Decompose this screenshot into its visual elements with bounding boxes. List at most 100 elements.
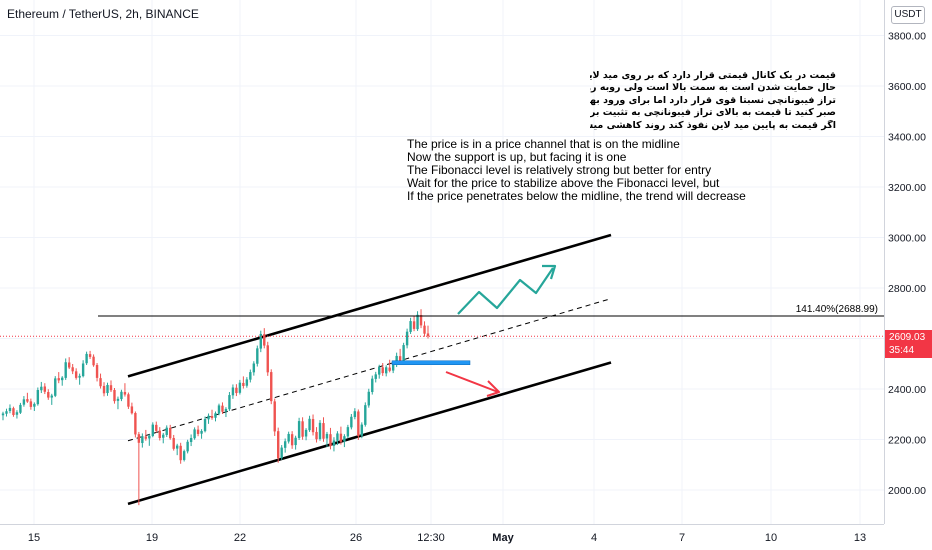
candle-body [95,365,99,378]
candle [322,417,325,442]
candle [134,411,137,438]
candle [297,417,301,441]
candle [148,434,151,446]
candle [426,325,430,339]
bullish-path [457,267,554,315]
candle-body [357,411,360,436]
candle-body [67,362,71,368]
candle-body [256,348,259,364]
candle-body [141,436,144,444]
candle [238,379,242,395]
candle-body [318,422,322,439]
candle-body [409,321,412,332]
candle-body [169,427,172,439]
candle-body [297,421,301,438]
candle [193,427,196,440]
candle [357,409,360,441]
candle-body [15,412,19,415]
candle-body [165,427,168,435]
candle-body [29,401,33,407]
chart-drawings: 141.40%(2688.99) [0,264,884,397]
candle-body [228,395,231,410]
candle [304,428,308,441]
candle-body [280,447,283,458]
candle [378,364,381,379]
symbol-title[interactable]: Ethereum / TetherUS, 2h, BINANCE [7,7,199,21]
candle-body [391,362,395,371]
candle [162,432,165,444]
candle [360,422,364,439]
candle [280,445,283,460]
channel-lower-line [127,361,612,506]
candle [12,406,15,417]
candle-body [151,424,154,436]
persian-note: قیمت در یک کانال قیمتی قرار دارد که بر ر… [590,70,836,132]
candle [364,402,367,427]
channel-upper-line [127,233,612,378]
candle [207,413,210,424]
candle-body [266,345,269,373]
candle-body [19,404,22,413]
candle [186,439,189,454]
candle [273,398,276,436]
candle-body [249,372,252,380]
time-tick-label: 26 [350,532,362,544]
candle-body [374,374,377,379]
candle [189,434,193,447]
candle-body [221,405,224,412]
candle [242,376,245,389]
time-axis: 15 19 22 26 12:30 May 4 7 10 13 [0,524,884,544]
candle-body [214,413,217,418]
candle [92,354,95,367]
candle [409,317,412,334]
candle [231,384,235,399]
candle [172,434,175,451]
candle-body [74,371,78,378]
persian-note-line: تراز فیبونانچی نسبتا قوی قرار دارد اما ب… [590,94,836,106]
candle-body [203,419,207,432]
candle-body [12,408,15,416]
candle [40,381,43,394]
candle [350,413,353,430]
candle-body [332,440,336,446]
persian-note-line: اگر قیمت به پایین مید لاین نفوذ کند روند… [590,119,836,131]
candle-body [175,445,179,449]
price-tick-label: 3600.00 [888,81,926,93]
candle [423,321,426,337]
candle-body [193,429,196,439]
candle [266,341,269,376]
candle-body [412,321,416,329]
candle [85,351,88,366]
candle-body [88,354,92,357]
candle-body [343,436,346,442]
candle-body [158,430,161,438]
candle [329,427,332,450]
candle-body [40,386,43,391]
candle [8,404,12,414]
candle-body [85,353,88,364]
time-tick-label: 15 [28,532,40,544]
candle-body [210,416,214,419]
candle-body [26,399,29,402]
candle [210,409,214,420]
candle-body [123,392,127,395]
english-note-line: Wait for the price to stabilize above th… [407,176,720,190]
candle-body [217,405,221,414]
candle [26,392,29,403]
candle-body [43,386,47,392]
candle-body [155,424,158,431]
time-tick-label: 7 [679,532,685,544]
candle-body [148,435,151,439]
candle [141,433,144,448]
candle [95,362,99,382]
candle-body [263,334,266,346]
english-note-line: If the price penetrates below the midlin… [407,189,746,203]
candle [277,427,280,463]
candle-body [189,437,193,443]
candle [179,442,182,464]
candle [252,361,256,376]
candle [311,414,315,436]
currency-button[interactable]: USDT [891,6,925,24]
candle [158,427,161,441]
